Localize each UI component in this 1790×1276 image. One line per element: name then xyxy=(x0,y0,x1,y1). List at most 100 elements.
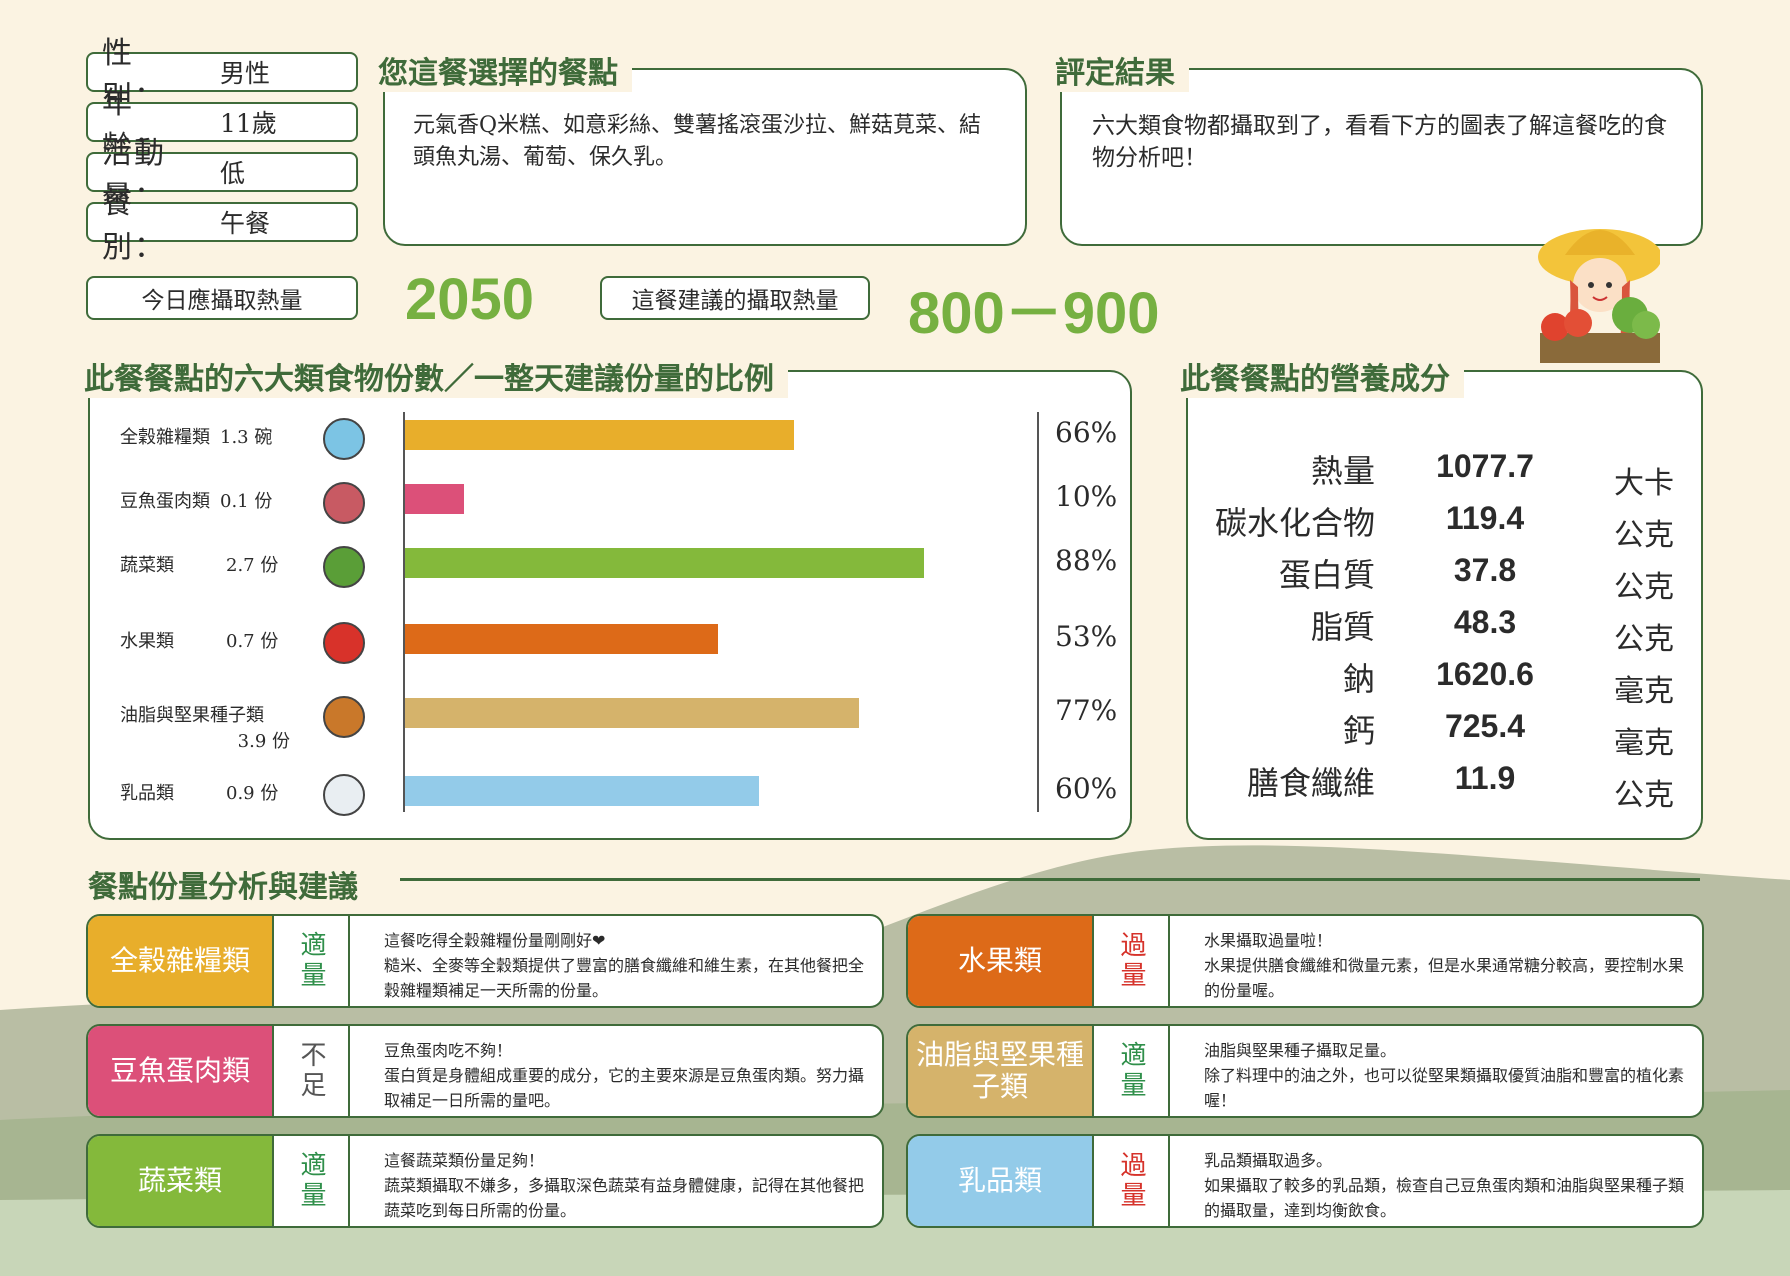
food-ratio-bar xyxy=(405,484,464,514)
nutrient-unit: 公克 xyxy=(1614,622,1674,657)
profile-value: 11歲 xyxy=(220,109,277,138)
steak-icon xyxy=(323,482,365,524)
food-serving: 0.1 份 xyxy=(220,491,273,512)
nutrient-name: 熱量 xyxy=(1310,452,1375,490)
food-serving: 0.7 份 xyxy=(226,631,279,652)
food-ratio-bar xyxy=(405,698,860,728)
nutrient-unit: 毫克 xyxy=(1614,726,1674,761)
analysis-text: 乳品類攝取過多。 如果攝取了較多的乳品類，檢查自己豆魚蛋肉類和油脂與堅果種子類的… xyxy=(1204,1151,1685,1220)
food-ratio-percent: 88% xyxy=(1055,544,1118,577)
food-category-name: 水果類 xyxy=(120,631,174,652)
food-category-label: 乳品類 0.9 份 xyxy=(120,779,290,805)
nutrient-name: 鈣 xyxy=(1342,712,1375,750)
nutrient-unit: 公克 xyxy=(1614,778,1674,813)
profile-value: 低 xyxy=(220,159,246,188)
nutrition-panel xyxy=(1186,370,1703,840)
food-category-label: 水果類 0.7 份 xyxy=(120,627,290,653)
analysis-text: 豆魚蛋肉吃不夠！ 蛋白質是身體組成重要的成分，它的主要來源是豆魚蛋肉類。努力攝取… xyxy=(384,1041,865,1110)
daily-calorie-value: 2050 xyxy=(405,267,535,332)
food-category-label: 豆魚蛋肉類 0.1 份 xyxy=(120,487,290,513)
food-category-name: 蔬菜類 xyxy=(120,555,174,576)
nutrient-name: 脂質 xyxy=(1310,608,1375,646)
farmer-illustration xyxy=(1538,229,1660,363)
food-serving: 1.3 碗 xyxy=(220,427,273,448)
profile-value: 午餐 xyxy=(220,209,271,238)
rice-bowl-icon xyxy=(323,418,365,460)
analysis-card: 油脂與堅果種子類 適量 油脂與堅果種子攝取足量。 除了料理中的油之外，也可以從堅果類… xyxy=(906,1024,1704,1118)
nutrient-unit: 大卡 xyxy=(1614,466,1674,501)
analysis-status: 過量 xyxy=(1092,1136,1170,1226)
nutrient-unit: 公克 xyxy=(1614,570,1674,605)
food-serving: 2.7 份 xyxy=(226,555,279,576)
nutrition-title: 此餐餐點的營養成分 xyxy=(1180,354,1464,398)
food-ratio-percent: 66% xyxy=(1055,416,1118,449)
food-ratio-bar xyxy=(405,420,795,450)
analysis-card: 乳品類 過量 乳品類攝取過多。 如果攝取了較多的乳品類，檢查自己豆魚蛋肉類和油脂與堅… xyxy=(906,1134,1704,1228)
profile-key: 餐 別： xyxy=(102,186,166,265)
profile-gender: 性 別： 男性 xyxy=(86,36,358,115)
analysis-card: 蔬菜類 適量 這餐蔬菜類份量足夠！ 蔬菜類攝取不嫌多，多攝取深色蔬菜有益身體健康，記… xyxy=(86,1134,884,1228)
chart-title: 此餐餐點的六大類食物份數／一整天建議份量的比例 xyxy=(84,354,788,398)
food-ratio-bar xyxy=(405,548,925,578)
analysis-status: 適量 xyxy=(1092,1026,1170,1116)
daily-calorie-label: 今日應攝取熱量 xyxy=(86,276,358,320)
food-category-name: 豆魚蛋肉類 xyxy=(120,491,210,512)
nutrient-name: 鈉 xyxy=(1342,660,1375,698)
nuts-icon xyxy=(323,696,365,738)
apple-icon xyxy=(323,622,365,664)
analysis-category: 全穀雜糧類 xyxy=(88,916,272,1006)
analysis-title: 餐點份量分析與建議 xyxy=(88,870,358,905)
food-serving: 3.9 份 xyxy=(237,731,290,752)
analysis-category: 豆魚蛋肉類 xyxy=(88,1026,272,1116)
analysis-text: 水果攝取過量啦！ 水果提供膳食纖維和微量元素，但是水果通常糖分較高，要控制水果的… xyxy=(1204,931,1685,1000)
meal-text: 元氣香Q米糕、如意彩絲、雙薯搖滾蛋沙拉、鮮菇莧菜、結頭魚丸湯、葡萄、保久乳。 xyxy=(413,113,982,170)
analysis-category: 油脂與堅果種子類 xyxy=(908,1026,1092,1116)
food-ratio-bar xyxy=(405,776,759,806)
meal-title: 您這餐選擇的餐點 xyxy=(378,48,632,92)
nutrient-name: 蛋白質 xyxy=(1278,556,1375,594)
nutrient-value: 1620.6 xyxy=(1436,656,1534,692)
food-category-label: 蔬菜類 2.7 份 xyxy=(120,551,290,577)
food-category-label: 油脂與堅果種子類 3.9 份 xyxy=(120,701,290,753)
analysis-card: 全穀雜糧類 適量 這餐吃得全穀雜糧份量剛剛好❤ 糙米、全麥等全穀類提供了豐富的膳食纖… xyxy=(86,914,884,1008)
analysis-category: 水果類 xyxy=(908,916,1092,1006)
profile-age: 年 齡： 11歲 xyxy=(86,86,358,165)
analysis-card: 豆魚蛋肉類 不足 豆魚蛋肉吃不夠！ 蛋白質是身體組成重要的成分，它的主要來源是豆魚蛋… xyxy=(86,1024,884,1118)
nutrient-name: 膳食纖維 xyxy=(1246,764,1375,802)
result-title: 評定結果 xyxy=(1055,48,1189,92)
meal-panel: 元氣香Q米糕、如意彩絲、雙薯搖滾蛋沙拉、鮮菇莧菜、結頭魚丸湯、葡萄、保久乳。 xyxy=(383,68,1027,246)
nutrient-unit: 毫克 xyxy=(1614,674,1674,709)
meal-calorie-label: 這餐建議的攝取熱量 xyxy=(600,276,870,320)
profile-value: 男性 xyxy=(220,59,271,88)
analysis-divider xyxy=(400,878,1700,881)
analysis-status: 過量 xyxy=(1092,916,1170,1006)
nutrient-value: 37.8 xyxy=(1453,552,1517,588)
food-category-name: 油脂與堅果種子類 xyxy=(120,705,264,726)
meal-calorie-value: 800－900 xyxy=(908,281,1160,346)
nutrient-value: 11.9 xyxy=(1454,760,1516,796)
result-text: 六大類食物都攝取到了，看看下方的圖表了解這餐吃的食物分析吧！ xyxy=(1092,113,1667,171)
food-ratio-percent: 77% xyxy=(1055,694,1118,727)
nutrient-unit: 公克 xyxy=(1614,518,1674,553)
food-serving: 0.9 份 xyxy=(226,783,279,804)
nutrient-name: 碳水化合物 xyxy=(1214,504,1375,542)
nutrient-value: 1077.7 xyxy=(1436,448,1534,484)
analysis-status: 不足 xyxy=(272,1026,350,1116)
profile-activity: 活動量： 低 xyxy=(86,136,358,215)
food-ratio-percent: 10% xyxy=(1055,480,1118,513)
milk-bottle-icon xyxy=(323,774,365,816)
food-ratio-percent: 60% xyxy=(1055,772,1118,805)
nutrient-value: 725.4 xyxy=(1444,708,1526,744)
food-category-label: 全穀雜糧類 1.3 碗 xyxy=(120,423,290,449)
profile-meal-type: 餐 別： 午餐 xyxy=(86,186,358,265)
analysis-category: 蔬菜類 xyxy=(88,1136,272,1226)
chart-axis-left xyxy=(403,412,405,812)
chart-axis-right xyxy=(1037,412,1039,812)
profile-key: 性 別： xyxy=(102,36,166,115)
food-category-name: 乳品類 xyxy=(120,783,174,804)
nutrient-value: 48.3 xyxy=(1453,604,1517,640)
result-panel: 六大類食物都攝取到了，看看下方的圖表了解這餐吃的食物分析吧！ xyxy=(1060,68,1703,246)
analysis-text: 這餐吃得全穀雜糧份量剛剛好❤ 糙米、全麥等全穀類提供了豐富的膳食纖維和維生素，在… xyxy=(384,931,865,1000)
food-category-name: 全穀雜糧類 xyxy=(120,427,210,448)
broccoli-icon xyxy=(323,546,365,588)
